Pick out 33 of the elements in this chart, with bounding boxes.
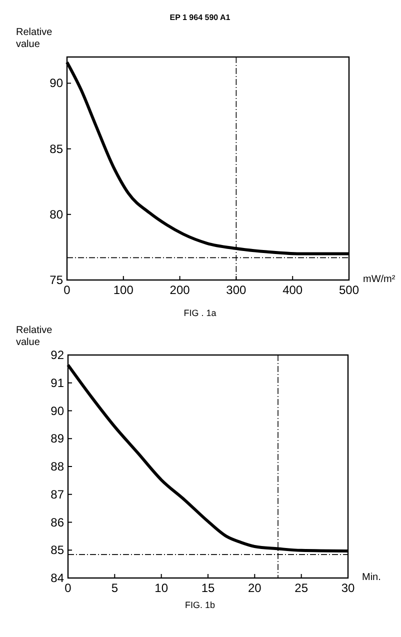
x-tick-label: 500 <box>338 283 360 297</box>
y-tick-label: 89 <box>50 432 64 446</box>
x-tick-label: 0 <box>64 283 71 297</box>
y-tick-label: 85 <box>50 543 64 558</box>
x-tick-label: 400 <box>282 283 303 297</box>
x-tick-label: 100 <box>113 283 134 297</box>
y-tick-label: 90 <box>50 76 64 90</box>
x-tick-label: 0 <box>64 581 72 595</box>
caption: FIG. 1b <box>184 600 216 610</box>
x-tick-label: 30 <box>341 581 355 595</box>
x-tick-label: 15 <box>201 581 215 595</box>
y-tick-label: 87 <box>50 487 64 502</box>
y-tick-label: 88 <box>50 460 64 474</box>
y-tick-label: 91 <box>50 376 64 390</box>
y-tick-label: 90 <box>50 404 64 418</box>
y-tick-label: 84 <box>50 571 64 585</box>
x-tick-label: 10 <box>154 581 168 595</box>
x-axis-title: Min. <box>362 572 381 583</box>
x-tick-label: 25 <box>294 581 308 595</box>
y-tick-label: 85 <box>50 142 64 156</box>
x-tick-label: 5 <box>111 581 118 595</box>
x-tick-label: 300 <box>226 283 247 297</box>
chart-title: EP 1 964 590 A1 <box>170 13 231 22</box>
x-axis-title: mW/m² <box>363 274 396 285</box>
y-tick-label: 86 <box>50 515 64 530</box>
x-tick-label: 20 <box>248 581 262 595</box>
y-tick-label: 80 <box>50 207 64 222</box>
y-axis-title: Relative value <box>16 27 53 50</box>
y-axis-title: Relative value <box>16 325 53 348</box>
text: FIG . 1a <box>184 308 216 318</box>
y-tick-label: 92 <box>50 348 64 362</box>
y-tick-label: 75 <box>50 273 64 287</box>
x-tick-label: 200 <box>170 283 190 297</box>
